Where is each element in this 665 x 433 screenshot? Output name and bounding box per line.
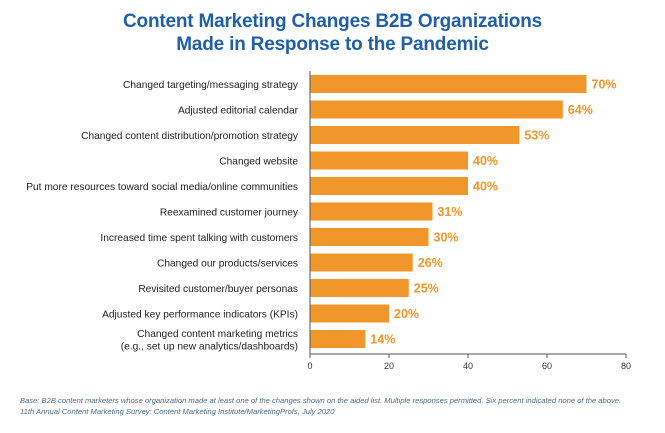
footnote-source: 11th Annual Content Marketing Survey: Co… — [20, 407, 335, 416]
category-label: Put more resources toward social media/o… — [26, 182, 298, 193]
bar — [310, 304, 389, 323]
data-label: 20% — [394, 307, 419, 321]
data-label: 25% — [414, 282, 439, 296]
x-tick-label: 60 — [542, 361, 552, 371]
x-tick-label: 0 — [307, 361, 312, 371]
data-label: 70% — [592, 78, 617, 92]
data-label: 40% — [473, 154, 498, 168]
footnote: Base: B2B content marketers whose organi… — [20, 395, 650, 417]
chart-title: Content Marketing Changes B2B Organizati… — [0, 10, 665, 56]
bar — [310, 177, 468, 195]
bar — [310, 126, 520, 144]
bar — [310, 228, 429, 246]
x-tick-label: 80 — [621, 361, 631, 371]
bar — [310, 330, 366, 348]
category-label: Reexamined customer journey — [160, 208, 299, 219]
data-label: 14% — [370, 333, 395, 347]
chart-title-line-2: Made in Response to the Pandemic — [176, 34, 489, 55]
chart-title-line-1: Content Marketing Changes B2B Organizati… — [123, 11, 542, 32]
category-label: Revisited customer/buyer personas — [138, 284, 298, 295]
category-label: (e.g., set up new analytics/dashboards) — [121, 341, 298, 352]
bar — [310, 253, 413, 272]
category-label: Adjusted editorial calendar — [178, 106, 299, 117]
bar — [310, 202, 433, 221]
category-label: Changed targeting/messaging strategy — [123, 80, 299, 91]
bar — [310, 100, 563, 119]
data-label: 40% — [473, 180, 498, 194]
category-label: Adjusted key performance indicators (KPI… — [102, 310, 298, 321]
category-label: Increased time spent talking with custom… — [100, 233, 298, 244]
category-label: Changed content distribution/promotion s… — [81, 131, 299, 142]
data-label: 26% — [418, 256, 443, 270]
category-label: Changed website — [219, 157, 298, 168]
data-label: 31% — [437, 205, 462, 219]
category-label: Changed our products/services — [157, 259, 298, 270]
bar — [310, 75, 587, 93]
data-label: 30% — [434, 231, 459, 245]
bar — [310, 279, 409, 297]
bar — [310, 151, 468, 170]
category-label: Changed content marketing metrics — [137, 329, 298, 340]
data-label: 64% — [568, 103, 593, 117]
x-tick-label: 20 — [384, 361, 394, 371]
footnote-base: Base: B2B content marketers whose organi… — [20, 396, 622, 405]
data-label: 53% — [524, 129, 549, 143]
x-tick-label: 40 — [463, 361, 473, 371]
